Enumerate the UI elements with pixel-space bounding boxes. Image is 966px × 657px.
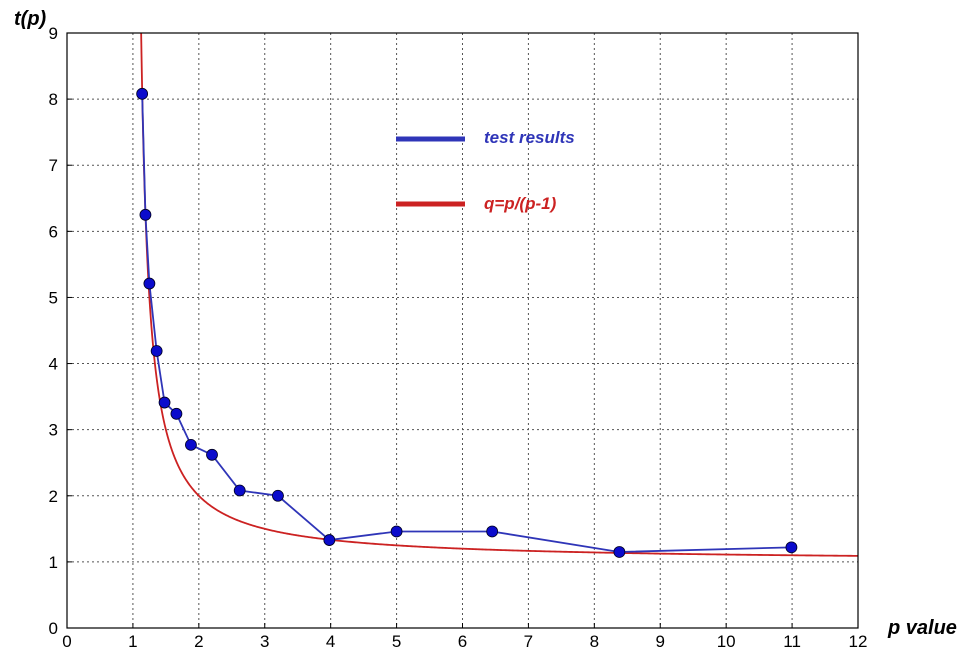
test-result-point [158, 396, 171, 409]
y-tick-label: 6 [49, 222, 58, 241]
plot-series [136, 33, 858, 558]
y-tick-label: 9 [49, 24, 58, 43]
test-result-point [390, 525, 403, 538]
test-result-point [785, 541, 798, 554]
x-axis-title: p value [887, 617, 957, 639]
y-tick-label: 5 [49, 288, 58, 307]
x-tick-label: 6 [458, 632, 467, 651]
grid [67, 33, 858, 628]
test-result-point [272, 489, 284, 502]
x-tick-label: 2 [194, 632, 203, 651]
plot-frame [66, 32, 859, 629]
test-result-point [323, 534, 336, 546]
test-result-point [143, 277, 156, 290]
test-result-point [486, 525, 499, 538]
x-tick-label: 12 [849, 632, 868, 651]
test-result-point [185, 438, 197, 451]
x-tick-label: 1 [128, 632, 137, 651]
x-tick-label: 0 [62, 632, 71, 651]
y-tick-label: 8 [49, 90, 58, 109]
x-tick-label: 9 [656, 632, 665, 651]
legend-label-formula: q=p/(p-1) [484, 194, 557, 213]
test-result-point [170, 407, 183, 420]
y-axis-title: t(p) [14, 8, 47, 30]
test-result-point [233, 484, 246, 497]
x-tick-label: 4 [326, 632, 335, 651]
x-tick-label: 11 [783, 632, 801, 651]
x-tick-label: 5 [392, 632, 401, 651]
test-result-point [613, 546, 626, 558]
x-tick-label: 8 [590, 632, 599, 651]
y-tick-label: 0 [49, 619, 58, 638]
test-result-point [150, 345, 163, 357]
y-tick-label: 2 [49, 487, 58, 506]
series-line-test-results [141, 93, 792, 553]
x-tick-label: 3 [260, 632, 269, 651]
y-tick-label: 3 [49, 421, 58, 440]
y-tick-label: 4 [49, 355, 58, 374]
y-tick-label: 1 [49, 553, 58, 572]
series-line-formula [140, 33, 858, 557]
test-result-point [206, 448, 218, 461]
x-tick-label: 7 [524, 632, 533, 651]
y-tick-label: 7 [49, 156, 58, 175]
test-result-point [139, 208, 152, 221]
legend: test results q=p/(p-1) [396, 128, 575, 213]
legend-label-test-results: test results [484, 128, 575, 147]
x-tick-label: 10 [717, 632, 736, 651]
test-result-point [136, 87, 149, 100]
